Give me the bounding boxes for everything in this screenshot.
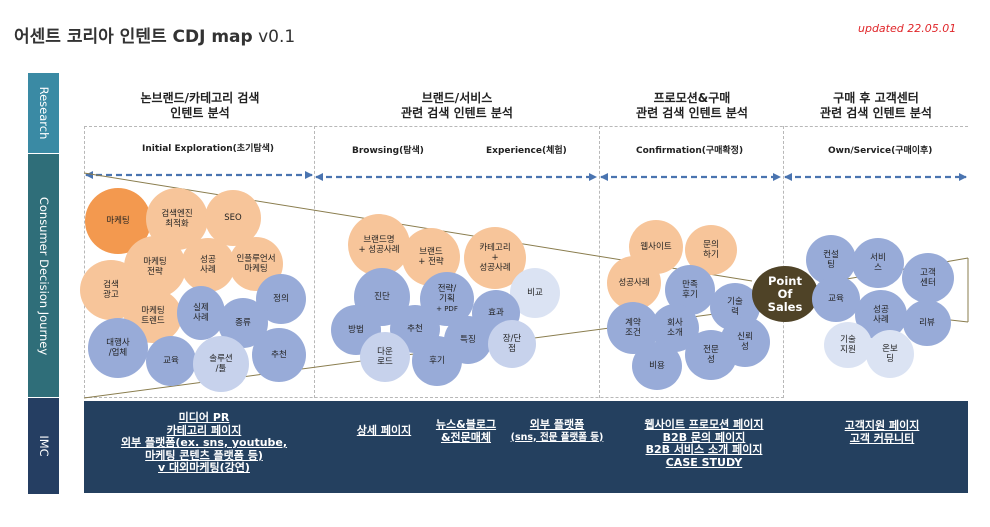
divider-2 [599, 126, 600, 398]
circle-onboarding: 온보 딩 [866, 330, 914, 378]
phase-confirmation: Confirmation(구매확정) [636, 146, 744, 156]
circle-success-case-3: 성공사례 [607, 256, 661, 310]
circle-customer-center: 고객 센터 [902, 253, 954, 303]
divider-3 [783, 126, 784, 398]
stage-title-1: 논브랜드/카테고리 검색 인텐트 분석 [140, 91, 260, 120]
circle-service: 서비 스 [852, 238, 904, 288]
sidebar-imc: IMC [28, 398, 59, 494]
divider-1 [314, 126, 315, 398]
circle-success-case-1: 성공 사례 [181, 238, 235, 292]
circle-pros-cons: 장/단 점 [488, 320, 536, 368]
circle-cost: 비용 [632, 342, 682, 390]
updated-date: updated 22.05.01 [858, 22, 957, 35]
circle-tech-support: 기술 지원 [824, 322, 872, 368]
circle-review-4: 리뷰 [903, 300, 951, 346]
phase-experience: Experience(체험) [486, 146, 567, 156]
stage-title-4: 구매 후 고객센터 관련 검색 인텐트 분석 [820, 91, 932, 120]
title-main: 어센트 코리아 인텐트 CDJ map [14, 27, 253, 47]
circle-brand-case: 브랜드명 + 성공사례 [348, 214, 410, 276]
imc-col-2a: 상세 페이지 [356, 424, 412, 437]
sidebar-journey: Consumer Decision Journey [28, 154, 59, 397]
circle-education-1: 교육 [146, 336, 196, 386]
circle-expertise: 전문 성 [685, 330, 737, 380]
imc-col-1: 미디어 PR 카테고리 페이지 외부 플랫폼(ex. sns, youtube, 마케… [120, 411, 288, 474]
circle-download: 다운 로드 [360, 332, 410, 382]
stage-title-2: 브랜드/서비스 관련 검색 인텐트 분석 [401, 91, 513, 120]
stage-title-3: 프로모션&구매 관련 검색 인텐트 분석 [636, 91, 748, 120]
circle-solution-tool: 솔루션/툴 [193, 336, 249, 392]
circle-seo: SEO [205, 190, 261, 246]
imc-col-2c: 외부 플랫폼 (sns, 전문 플랫폼 등) [510, 418, 604, 443]
sidebar-research: Research [28, 73, 59, 153]
imc-col-4: 고객지원 페이지 고객 커뮤니티 [844, 419, 920, 445]
circle-review: 후기 [412, 336, 462, 386]
phase-own: Own/Service(구매이후) [828, 146, 933, 156]
circle-inquiry: 문의 하기 [685, 225, 737, 275]
imc-col-3: 웹사이트 프로모션 페이지 B2B 문의 페이지 B2B 서비스 소개 페이지 CAS… [644, 418, 764, 469]
title-version: v0.1 [258, 27, 296, 47]
frame-bottom-line [84, 397, 784, 398]
point-of-sales: Point Of Sales [752, 266, 818, 322]
phase-initial: Initial Exploration(초기탐색) [142, 144, 275, 154]
circle-practice-case: 실제 사례 [177, 286, 225, 340]
phase-browsing: Browsing(탐색) [352, 146, 424, 156]
divider-left [84, 126, 85, 398]
circle-recommend-1: 추천 [252, 328, 306, 382]
circle-education-4: 교육 [812, 276, 860, 322]
circle-agency: 대행사/업체 [88, 318, 148, 378]
page-title: 어센트 코리아 인텐트 CDJ map v0.1 [14, 22, 295, 47]
frame-top-line [84, 126, 968, 127]
imc-band [84, 401, 968, 493]
imc-col-2b: 뉴스&블로그 &전문매체 [435, 418, 497, 444]
